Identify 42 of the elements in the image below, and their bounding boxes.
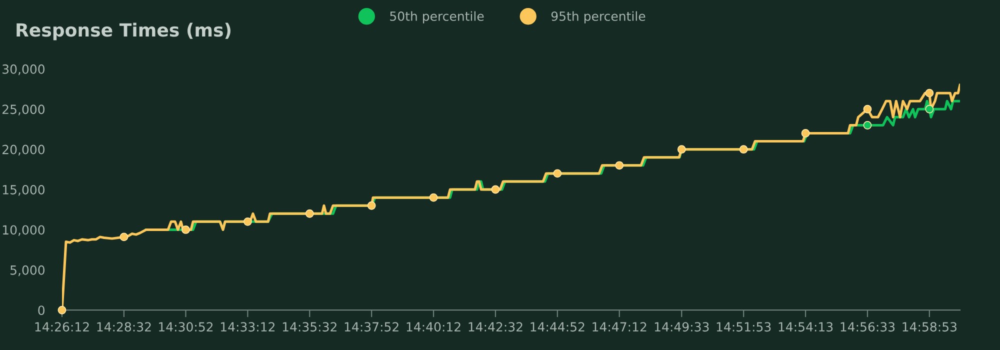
x-tick-label: 14:58:53 [902, 322, 956, 332]
x-tick-label: 14:37:52 [344, 322, 398, 332]
point [120, 232, 128, 242]
y-tick-label: 15,000 [2, 184, 45, 196]
x-tick-label: 14:42:32 [468, 322, 522, 332]
y-tick-label: 20,000 [2, 144, 45, 156]
point [58, 306, 66, 314]
x-tick-label: 14:54:13 [778, 322, 833, 332]
point [925, 88, 934, 98]
x-tick-label: 14:51:53 [716, 322, 771, 332]
x-tick-label: 14:40:12 [406, 322, 460, 332]
y-tick-label: 30,000 [2, 64, 45, 76]
point [615, 161, 624, 170]
x-tick-label: 14:30:52 [159, 322, 213, 332]
point [863, 104, 872, 114]
point [677, 145, 686, 154]
chart-title: Response Times (ms) [16, 22, 230, 40]
y-tick-label: 0 [38, 306, 45, 316]
y-tick-label: 10,000 [2, 225, 45, 236]
x-tick-label: 14:28:32 [97, 322, 151, 332]
point [863, 120, 872, 130]
x-tick-label: 14:33:12 [220, 322, 274, 332]
x-tick-label: 14:44:52 [530, 322, 584, 332]
point [925, 104, 934, 114]
x-tick-label: 14:49:33 [654, 322, 709, 332]
legend-label: 95th percentile [551, 11, 646, 24]
point [367, 201, 376, 210]
x-tick-label: 14:26:12 [35, 322, 89, 332]
y-tick-label: 5,000 [10, 265, 45, 276]
point [305, 209, 314, 218]
point [801, 129, 810, 138]
point [429, 193, 438, 202]
point [553, 169, 562, 178]
point [182, 225, 190, 234]
point [491, 185, 500, 194]
x-tick-label: 14:56:33 [840, 322, 895, 332]
legend-label: 50th percentile [390, 11, 484, 24]
y-tick-label: 25,000 [2, 104, 45, 116]
x-tick-label: 14:35:32 [282, 322, 336, 332]
point [243, 217, 252, 226]
x-tick-label: 14:47:12 [592, 322, 646, 332]
point [739, 145, 748, 154]
